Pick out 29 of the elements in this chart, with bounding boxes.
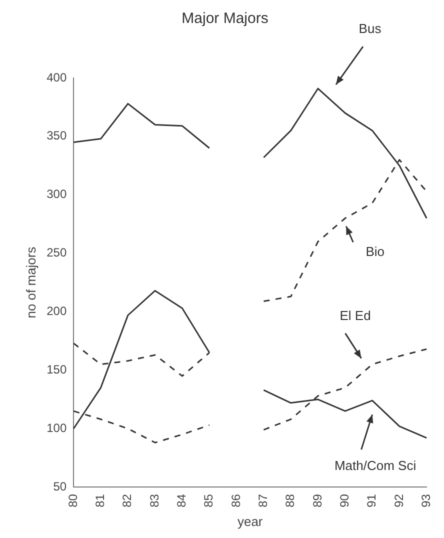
y-tick-label: 400 [46, 70, 67, 84]
x-tick-label: 88 [283, 494, 298, 508]
x-tick-label: 91 [364, 494, 379, 508]
x-tick-label: 80 [66, 494, 80, 508]
x-tick-label: 85 [202, 494, 216, 508]
text: Bio [366, 244, 385, 259]
y-tick-label: 300 [46, 187, 67, 202]
chart-title: Major Majors [182, 10, 268, 28]
y-tick-label: 350 [46, 128, 67, 143]
x-tick-label: 90 [337, 494, 352, 508]
x-axis-title: year [237, 514, 264, 529]
x-tick-label: 84 [174, 494, 189, 508]
text: El Ed [340, 308, 371, 323]
x-tick-label: 86 [228, 494, 243, 508]
x-tick-label: 81 [93, 494, 108, 508]
x-tick-label: 83 [147, 494, 162, 508]
y-tick-label: 250 [46, 246, 67, 260]
y-axis-title: no of majors [23, 246, 38, 318]
x-tick-label: 93 [418, 494, 433, 508]
x-tick-label: 87 [256, 494, 270, 508]
y-tick-label: 50 [53, 479, 67, 494]
x-tick-label: 89 [310, 494, 324, 508]
series-label: Math/Com Sci [334, 458, 416, 474]
y-tick-label: 200 [46, 304, 67, 318]
x-tick-label: 92 [392, 494, 406, 508]
text: Bus [358, 21, 382, 36]
x-tick-label: 82 [120, 494, 134, 508]
y-tick-label: 150 [46, 362, 67, 376]
y-tick-label: 100 [46, 420, 67, 435]
